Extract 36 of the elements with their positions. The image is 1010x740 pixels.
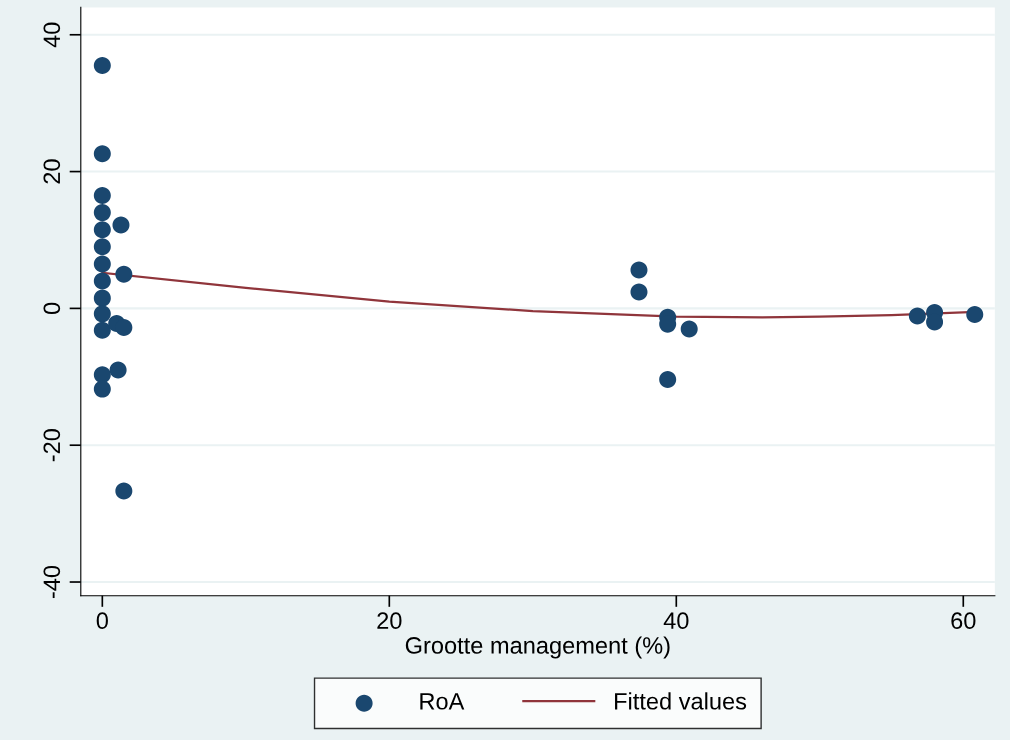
point xyxy=(93,238,111,256)
point xyxy=(93,321,111,339)
point xyxy=(93,289,111,307)
x-tick-label: 60 xyxy=(951,612,976,630)
y-tick-label: 0 xyxy=(43,302,61,315)
point xyxy=(93,221,111,239)
point xyxy=(115,482,133,500)
point xyxy=(93,272,111,290)
point xyxy=(93,57,111,75)
x-tick-label: 0 xyxy=(96,612,108,630)
point xyxy=(680,320,698,338)
point xyxy=(112,216,130,234)
x-axis-title: Grootte management (%) xyxy=(405,636,670,659)
point xyxy=(659,371,677,389)
point xyxy=(93,305,111,323)
point xyxy=(630,261,648,279)
legend-label: RoA xyxy=(420,693,465,710)
point xyxy=(93,145,111,163)
point xyxy=(93,204,111,222)
point xyxy=(908,307,926,325)
point xyxy=(115,319,133,337)
point xyxy=(109,361,127,379)
y-tick-label: -20 xyxy=(43,429,61,462)
x-tick-label: 40 xyxy=(663,612,689,630)
point xyxy=(93,255,111,273)
point xyxy=(93,187,111,205)
y-tick-label: -40 xyxy=(43,565,61,599)
legend-label: Fitted values xyxy=(615,692,747,710)
point xyxy=(630,283,648,301)
point xyxy=(93,380,111,398)
x-tick-label: 20 xyxy=(377,612,402,630)
point xyxy=(115,265,133,283)
y-tick-label: 40 xyxy=(43,22,61,48)
y-tick-label: 20 xyxy=(43,159,61,184)
point xyxy=(966,306,984,324)
point xyxy=(93,366,111,384)
